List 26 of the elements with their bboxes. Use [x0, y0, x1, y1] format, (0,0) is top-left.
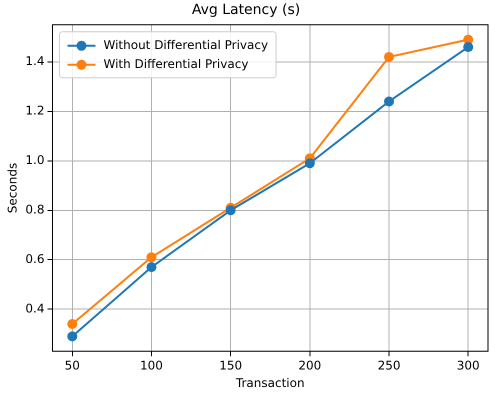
y-tick-label: 0.8: [25, 202, 44, 216]
x-tick-label: 150: [219, 358, 242, 373]
point: [463, 42, 474, 52]
y-tick-label: 1.0: [25, 152, 44, 167]
legend-label: With Differential Privacy: [103, 56, 248, 71]
chart-title: Avg Latency (s): [192, 2, 300, 18]
y-tick-label: 1.4: [25, 54, 44, 68]
point: [384, 52, 394, 62]
y-axis-title: Seconds: [5, 162, 20, 214]
y-tick-label: 1.2: [25, 103, 44, 118]
point: [146, 252, 156, 262]
point: [226, 205, 236, 216]
x-tick-label: 250: [378, 358, 400, 373]
x-tick-label: 300: [456, 358, 480, 373]
point: [384, 96, 394, 106]
x-tick-label: 100: [140, 358, 163, 373]
x-tick-label: 50: [64, 358, 80, 373]
x-axis-title: Transaction: [234, 376, 305, 390]
legend-label: Without Differential Privacy: [103, 38, 268, 52]
y-tick-label: 0.6: [25, 252, 44, 266]
point: [146, 262, 156, 272]
y-tick-label: 0.4: [25, 301, 44, 316]
point: [67, 319, 78, 329]
point: [304, 158, 315, 168]
x-tick-label: 200: [298, 358, 322, 373]
point: [67, 331, 78, 342]
